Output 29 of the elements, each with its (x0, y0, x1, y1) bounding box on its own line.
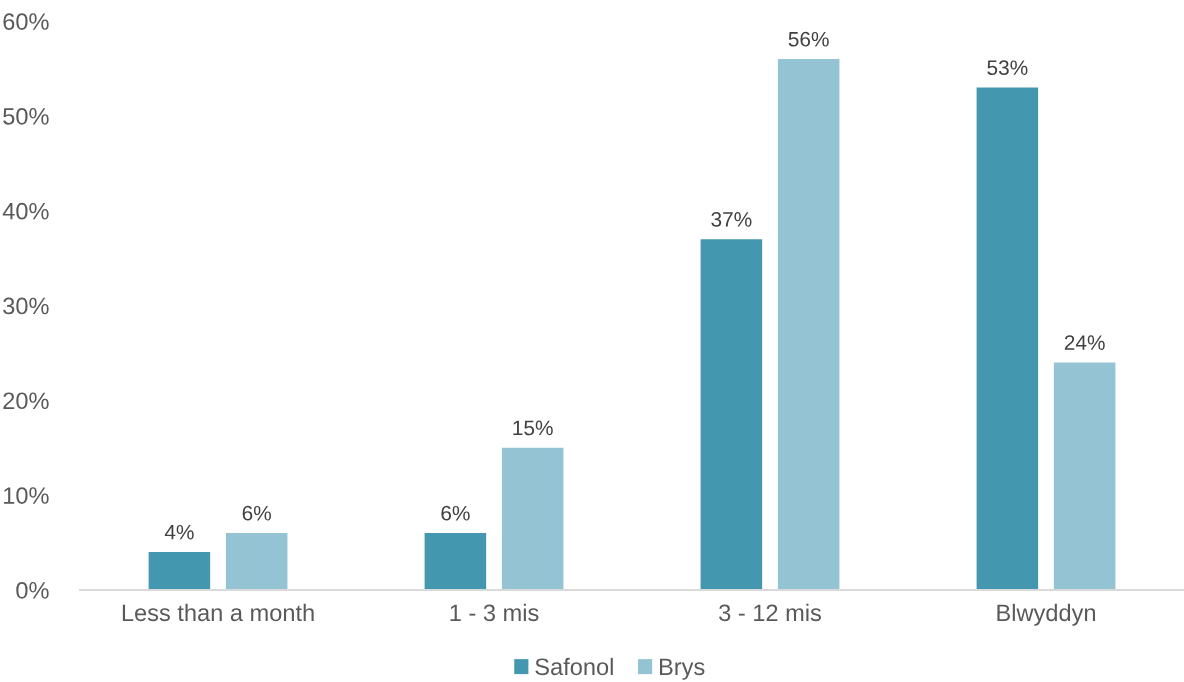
data-label: 6% (441, 505, 470, 521)
y-tick-label: 50% (3, 108, 49, 125)
bar (424, 533, 487, 590)
y-tick-label: 60% (3, 13, 49, 30)
data-label: 56% (788, 31, 829, 47)
bar (976, 87, 1039, 590)
y-tick-label: 30% (3, 297, 49, 315)
bar (501, 447, 564, 590)
y-tick-label: 40% (2, 202, 49, 220)
data-label: 15% (513, 420, 553, 436)
data-label: 37% (711, 211, 752, 227)
bar (225, 533, 288, 590)
y-tick-label: 20% (3, 392, 49, 410)
legend-label: Safonol (535, 657, 613, 676)
bar (700, 239, 763, 590)
bar (148, 552, 211, 590)
x-tick-label: Less than a month (122, 603, 314, 622)
legend-label: Brys (660, 658, 705, 680)
data-label: 53% (987, 60, 1028, 76)
data-label: 4% (164, 524, 194, 540)
y-tick-label: 10% (4, 487, 49, 504)
bar (777, 59, 840, 590)
x-tick-label: 3 - 12 mis (719, 603, 821, 622)
bar (1053, 362, 1116, 590)
x-tick-label: Blwyddyn (997, 603, 1095, 626)
data-label: 6% (242, 505, 271, 521)
y-tick-label: 0% (16, 582, 49, 599)
data-label: 24% (1064, 335, 1105, 350)
x-tick-label: 1 - 3 mis (450, 603, 539, 622)
